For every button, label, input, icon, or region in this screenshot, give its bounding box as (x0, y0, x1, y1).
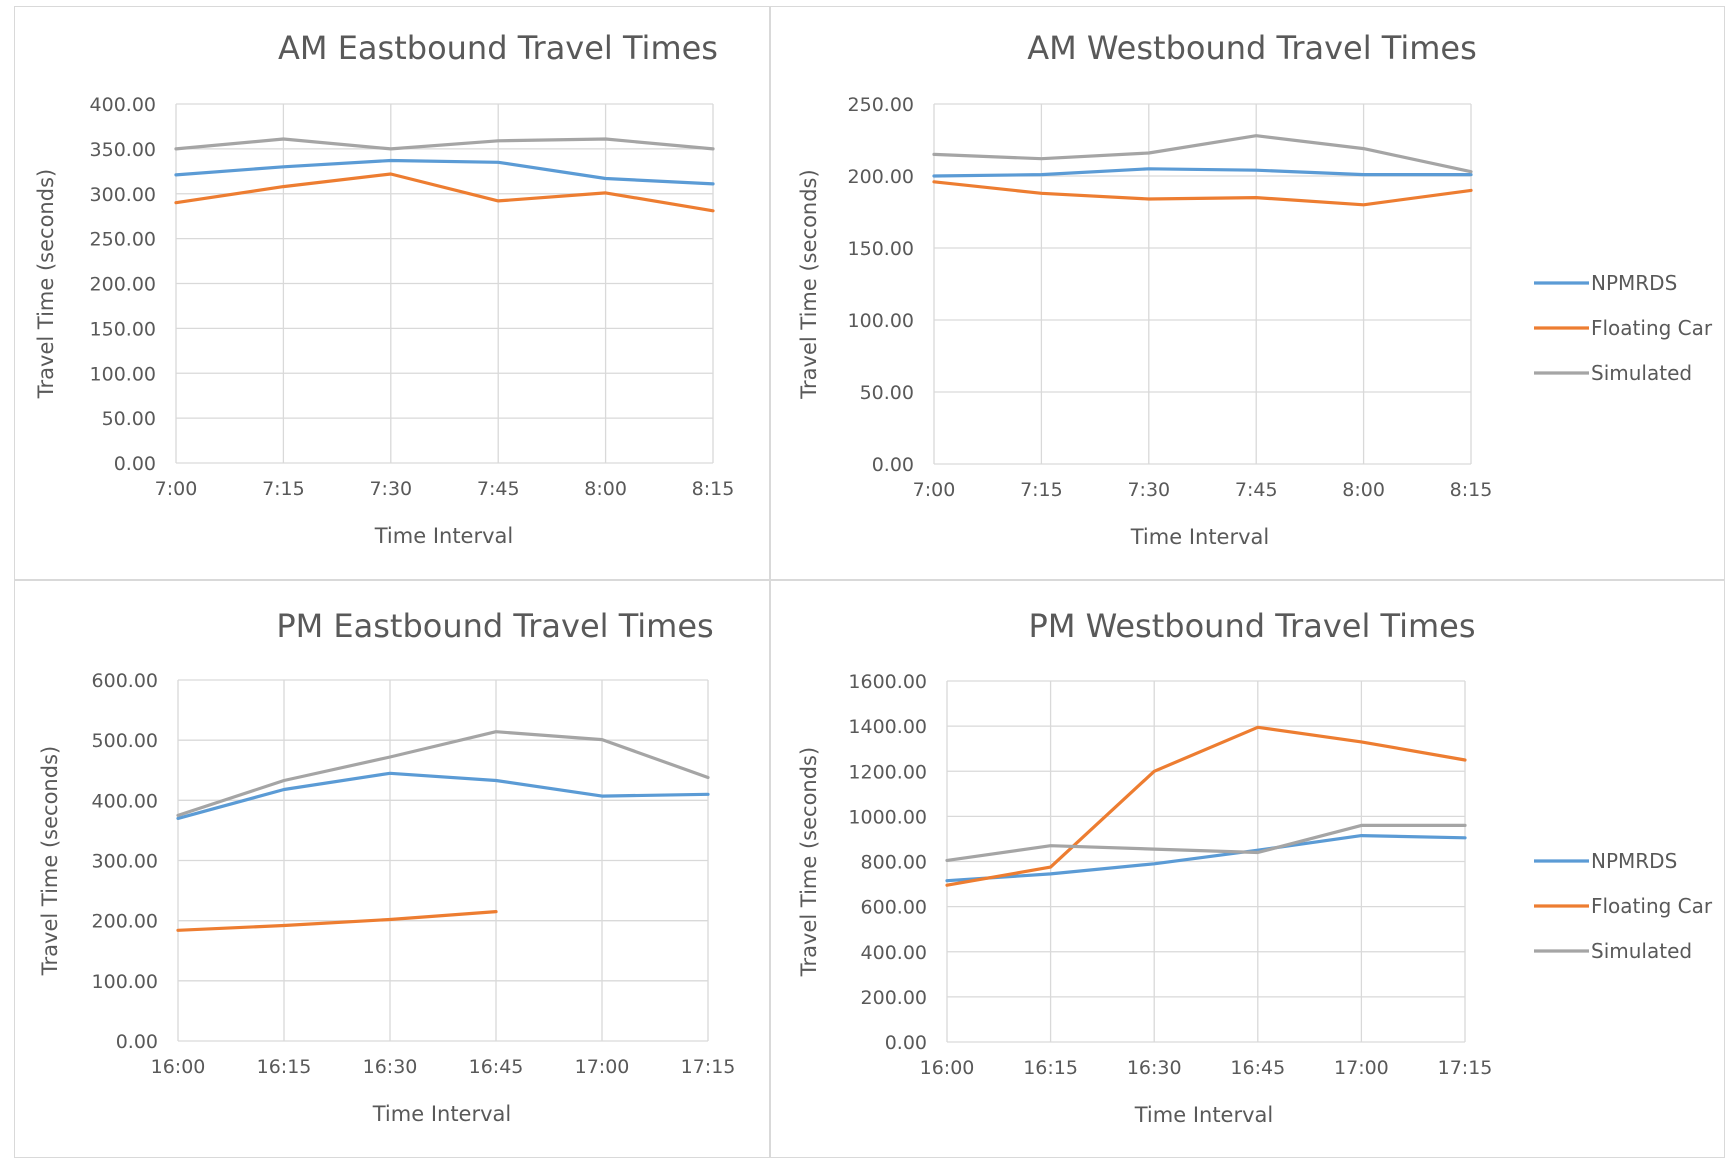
y-tick-label: 250.00 (90, 229, 156, 251)
chart-title: AM Westbound Travel Times (1027, 29, 1477, 67)
y-tick-label: 300.00 (92, 851, 158, 873)
series-line-simulated (174, 137, 715, 151)
series-line-simulated (945, 823, 1467, 862)
series-line-floating-car (176, 910, 498, 932)
x-tick-label: 16:15 (257, 1056, 312, 1078)
chart-panel-3: 0.00 100.00 200.00 300.00 400.00 500.00 600.00… (14, 580, 770, 1158)
x-tick-label: 7:30 (1127, 479, 1170, 501)
x-axis-title: Time Interval (1130, 525, 1270, 549)
x-tick-label: 7:00 (155, 478, 198, 500)
x-axis-title: Time Interval (1134, 1103, 1274, 1127)
series-line-npmrds (932, 167, 1473, 178)
x-tick-label: 8:15 (1450, 479, 1493, 501)
y-tick-label: 50.00 (102, 408, 156, 430)
series-line-floating-car (932, 180, 1473, 207)
y-tick-label: 300.00 (90, 184, 156, 206)
y-tick-label: 400.00 (92, 790, 158, 812)
y-tick-label: 400.00 (861, 942, 927, 964)
x-tick-label: 7:15 (262, 478, 305, 500)
y-tick-label: 50.00 (860, 382, 914, 404)
legend-label: NPMRDS (1591, 271, 1677, 295)
y-axis-title: Travel Time (seconds) (797, 747, 821, 977)
y-axis-title: Travel Time (seconds) (34, 169, 58, 399)
legend-label: Simulated (1591, 361, 1692, 385)
y-tick-label: 100.00 (92, 971, 158, 993)
x-tick-label: 7:00 (913, 479, 956, 501)
x-tick-label: 16:30 (1127, 1057, 1182, 1079)
y-tick-label: 600.00 (861, 897, 927, 919)
y-tick-label: 1200.00 (848, 761, 927, 783)
line-chart-svg: 0.00 200.00 400.00 600.00 800.00 1000.00 1200.… (797, 607, 1713, 1127)
x-tick-label: 17:00 (1334, 1057, 1389, 1079)
line-chart-svg: 0.00 50.00 100.00 150.00 200.00 250.00 300.00 3… (34, 29, 735, 548)
x-tick-label: 16:30 (363, 1056, 418, 1078)
x-tick-label: 8:00 (1342, 479, 1385, 501)
y-tick-label: 150.00 (90, 318, 156, 340)
y-tick-label: 0.00 (872, 454, 914, 476)
y-tick-label: 100.00 (848, 310, 914, 332)
y-tick-label: 200.00 (92, 911, 158, 933)
x-tick-label: 8:15 (692, 478, 735, 500)
x-tick-label: 16:00 (920, 1057, 975, 1079)
y-tick-label: 0.00 (885, 1032, 927, 1054)
x-axis-title: Time Interval (374, 524, 514, 548)
y-tick-label: 150.00 (848, 238, 914, 260)
legend-label: Floating Car (1591, 316, 1713, 340)
y-tick-label: 1400.00 (848, 716, 927, 738)
x-tick-label: 7:45 (1235, 479, 1278, 501)
y-tick-label: 350.00 (90, 139, 156, 161)
y-tick-label: 0.00 (114, 453, 156, 475)
series-line-npmrds (174, 158, 715, 186)
x-tick-label: 8:00 (584, 478, 627, 500)
x-tick-label: 17:15 (681, 1056, 736, 1078)
series-line-npmrds (176, 771, 710, 820)
x-tick-label: 7:30 (369, 478, 412, 500)
series-line-floating-car (945, 725, 1467, 887)
series-line-npmrds (945, 834, 1467, 883)
line-chart-svg: 0.00 50.00 100.00 150.00 200.00 250.00 7:00 7:1… (797, 29, 1713, 549)
y-tick-label: 200.00 (848, 166, 914, 188)
x-tick-label: 17:00 (575, 1056, 630, 1078)
legend-label: Floating Car (1591, 894, 1713, 918)
y-tick-label: 200.00 (90, 274, 156, 296)
x-tick-label: 16:45 (1230, 1057, 1285, 1079)
legend-label: NPMRDS (1591, 849, 1677, 873)
chart-panel-2: 0.00 50.00 100.00 150.00 200.00 250.00 7:00 7:1… (770, 6, 1725, 580)
x-axis-title: Time Interval (372, 1102, 512, 1126)
x-tick-label: 17:15 (1438, 1057, 1493, 1079)
line-chart-svg: 0.00 100.00 200.00 300.00 400.00 500.00 600.00… (38, 607, 736, 1126)
y-tick-label: 0.00 (116, 1031, 158, 1053)
legend-label: Simulated (1591, 939, 1692, 963)
y-tick-label: 200.00 (861, 987, 927, 1009)
y-axis-title: Travel Time (seconds) (38, 746, 62, 976)
y-tick-label: 100.00 (90, 363, 156, 385)
series-line-floating-car (174, 172, 715, 213)
x-tick-label: 16:15 (1023, 1057, 1078, 1079)
chart-title: PM Westbound Travel Times (1029, 607, 1476, 645)
chart-title: PM Eastbound Travel Times (276, 607, 713, 645)
x-tick-label: 7:15 (1020, 479, 1063, 501)
series-line-simulated (176, 730, 710, 817)
y-tick-label: 500.00 (92, 730, 158, 752)
y-tick-label: 1000.00 (848, 806, 927, 828)
chart-panel-4: 0.00 200.00 400.00 600.00 800.00 1000.00 1200.… (770, 580, 1725, 1158)
series-line-simulated (932, 134, 1473, 174)
y-tick-label: 250.00 (848, 94, 914, 116)
chart-title: AM Eastbound Travel Times (278, 29, 718, 67)
x-tick-label: 7:45 (477, 478, 520, 500)
y-axis-title: Travel Time (seconds) (797, 169, 821, 399)
x-tick-label: 16:45 (469, 1056, 524, 1078)
x-tick-label: 16:00 (151, 1056, 206, 1078)
y-tick-label: 600.00 (92, 670, 158, 692)
y-tick-label: 1600.00 (848, 671, 927, 693)
y-tick-label: 800.00 (861, 852, 927, 874)
y-tick-label: 400.00 (90, 94, 156, 116)
chart-panel-1: 0.00 50.00 100.00 150.00 200.00 250.00 300.00 3… (14, 6, 770, 580)
